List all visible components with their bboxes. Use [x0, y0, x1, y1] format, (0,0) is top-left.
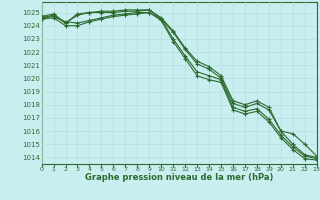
X-axis label: Graphe pression niveau de la mer (hPa): Graphe pression niveau de la mer (hPa): [85, 173, 273, 182]
